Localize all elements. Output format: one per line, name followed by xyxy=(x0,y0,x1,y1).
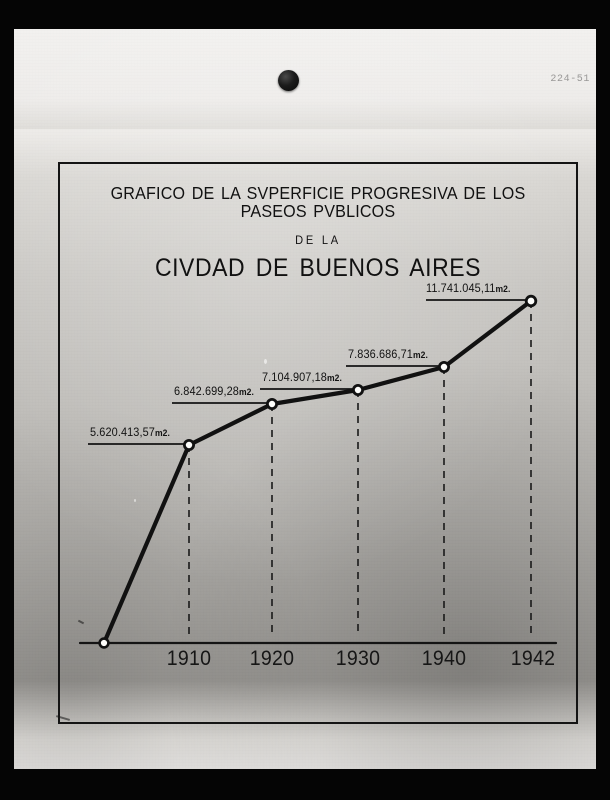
value-label-1910-unit: m2. xyxy=(154,428,170,438)
value-label-1920-unit: m2. xyxy=(238,387,254,397)
value-label-1930: 7.104.907,18m2. xyxy=(262,372,342,384)
data-point-1942 xyxy=(524,294,538,308)
data-point-origin xyxy=(98,637,110,649)
title-subject: Civdad de Buenos Aires xyxy=(154,254,482,283)
x-tick-label-1942: 1942 xyxy=(510,647,556,670)
value-label-1920-number: 6.842.699,28 xyxy=(174,386,239,398)
value-label-1940-unit: m2. xyxy=(412,350,428,360)
chart-sheet-border: Grafico de la Svperficie Progresiva de l… xyxy=(58,162,578,724)
value-label-1910: 5.620.413,57m2. xyxy=(90,427,170,439)
data-point-1930 xyxy=(351,383,364,396)
value-label-1942: 11.741.045,11m2. xyxy=(426,283,511,295)
page-title: Grafico de la Svperficie Progresiva de l… xyxy=(110,183,526,222)
title-block: Grafico de la Svperficie Progresiva de l… xyxy=(60,184,576,282)
line-chart-plot xyxy=(78,294,558,649)
value-label-1942-unit: m2. xyxy=(495,284,511,294)
value-label-1930-unit: m2. xyxy=(326,373,342,383)
data-line xyxy=(101,298,534,646)
x-tick-label-1940: 1940 xyxy=(421,647,467,670)
value-label-1942-number: 11.741.045,11 xyxy=(426,283,496,295)
value-label-1920: 6.842.699,28m2. xyxy=(174,386,254,398)
value-label-1930-number: 7.104.907,18 xyxy=(262,372,327,384)
print-light-band xyxy=(14,29,596,129)
value-label-1940: 7.836.686,71m2. xyxy=(348,349,428,361)
x-tick-label-1920: 1920 xyxy=(249,647,295,670)
clip-pin-icon xyxy=(278,70,299,91)
data-point-1920 xyxy=(265,397,278,410)
data-point-1940 xyxy=(437,360,450,373)
data-point-1910 xyxy=(183,438,196,451)
catalog-number: 224-51 xyxy=(550,74,590,85)
title-connector: de la xyxy=(295,232,341,247)
photographic-print: Grafico de la Svperficie Progresiva de l… xyxy=(14,29,596,769)
value-label-1910-number: 5.620.413,57 xyxy=(90,427,155,439)
x-tick-label-1910: 1910 xyxy=(166,647,212,670)
x-tick-label-1930: 1930 xyxy=(335,647,381,670)
value-label-1940-number: 7.836.686,71 xyxy=(348,349,413,361)
